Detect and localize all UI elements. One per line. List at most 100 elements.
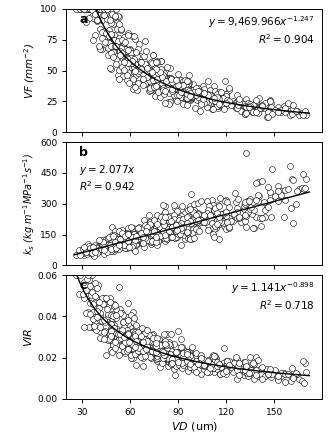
- Point: [155, 69, 160, 76]
- Point: [104, 243, 109, 250]
- Point: [163, 226, 168, 233]
- Point: [205, 91, 210, 98]
- Point: [111, 343, 116, 350]
- Point: [161, 70, 167, 77]
- Point: [213, 354, 219, 361]
- Point: [119, 45, 124, 52]
- Point: [178, 354, 183, 361]
- Point: [124, 346, 129, 353]
- Point: [88, 283, 93, 290]
- Point: [123, 64, 128, 71]
- Point: [148, 218, 153, 225]
- Point: [194, 97, 199, 104]
- Point: [111, 31, 117, 38]
- Point: [171, 216, 177, 223]
- Point: [220, 101, 225, 108]
- Point: [172, 222, 177, 229]
- Point: [159, 358, 164, 365]
- Point: [220, 369, 226, 376]
- Point: [165, 214, 171, 221]
- Point: [169, 359, 174, 366]
- Point: [156, 233, 161, 240]
- Point: [144, 74, 149, 81]
- Text: b: b: [79, 146, 88, 159]
- Point: [188, 97, 193, 104]
- Point: [173, 361, 178, 369]
- Point: [140, 225, 145, 232]
- Point: [111, 241, 116, 249]
- Point: [133, 239, 138, 246]
- Point: [178, 343, 184, 350]
- Point: [201, 361, 207, 368]
- Point: [150, 75, 155, 82]
- Point: [210, 351, 215, 358]
- Point: [104, 5, 110, 12]
- Point: [154, 235, 159, 242]
- Point: [177, 217, 182, 224]
- Point: [176, 82, 181, 89]
- Point: [122, 58, 127, 65]
- Point: [121, 40, 126, 47]
- Point: [223, 100, 228, 107]
- Point: [112, 328, 118, 335]
- Point: [109, 48, 114, 55]
- Point: [301, 186, 307, 193]
- Point: [134, 341, 139, 348]
- Point: [133, 48, 138, 55]
- Point: [153, 65, 159, 72]
- Point: [243, 111, 248, 118]
- Point: [176, 353, 182, 360]
- Point: [108, 243, 114, 250]
- Point: [250, 108, 255, 115]
- Point: [175, 359, 180, 366]
- Point: [144, 74, 149, 81]
- Point: [125, 345, 130, 352]
- Point: [160, 212, 165, 219]
- Point: [152, 350, 158, 357]
- Point: [140, 80, 145, 87]
- Point: [134, 342, 139, 349]
- Point: [162, 79, 167, 86]
- Point: [151, 228, 156, 235]
- Point: [86, 244, 91, 251]
- Point: [268, 370, 273, 377]
- Point: [156, 86, 161, 93]
- Point: [212, 97, 218, 105]
- Point: [184, 358, 189, 365]
- Point: [110, 47, 115, 54]
- Point: [114, 235, 119, 242]
- Point: [153, 91, 158, 98]
- Point: [191, 362, 196, 369]
- Point: [112, 228, 118, 235]
- Point: [180, 229, 186, 237]
- Point: [278, 109, 284, 116]
- Point: [191, 80, 196, 87]
- Point: [89, 5, 94, 12]
- Point: [135, 328, 141, 335]
- Point: [77, 272, 83, 279]
- Point: [182, 347, 187, 354]
- Point: [210, 201, 215, 208]
- Point: [113, 345, 118, 352]
- Point: [117, 239, 123, 246]
- Point: [86, 5, 91, 12]
- Point: [243, 150, 248, 157]
- Point: [172, 226, 178, 233]
- Point: [109, 328, 115, 335]
- Point: [144, 236, 149, 243]
- Point: [299, 109, 304, 116]
- Point: [133, 36, 138, 43]
- Point: [91, 5, 96, 12]
- Point: [139, 325, 144, 332]
- Point: [174, 208, 179, 215]
- Point: [129, 66, 134, 73]
- Point: [180, 357, 186, 364]
- Point: [136, 68, 141, 75]
- Point: [126, 59, 131, 66]
- Point: [219, 95, 224, 102]
- Point: [149, 237, 154, 245]
- Point: [294, 369, 299, 377]
- Point: [161, 330, 166, 337]
- Point: [125, 316, 130, 323]
- Point: [98, 5, 103, 12]
